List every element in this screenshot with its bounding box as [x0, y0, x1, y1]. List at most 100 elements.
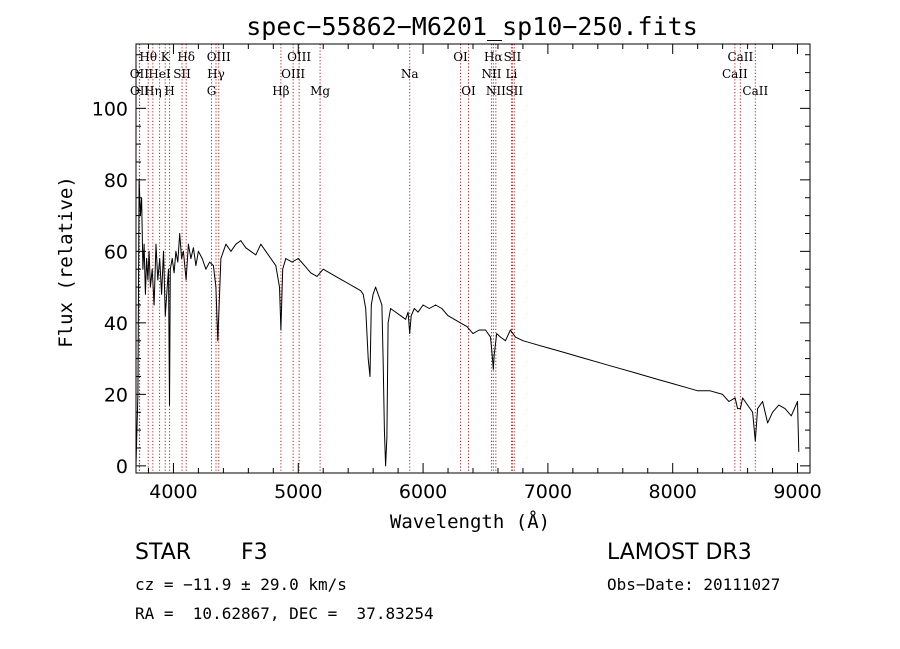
data-point-0-138: [754, 440, 756, 442]
data-point-0-39: [209, 261, 211, 263]
data-point-0-67: [341, 279, 343, 281]
object-class: STAR: [135, 540, 192, 565]
line-label-9: OIII: [207, 50, 231, 64]
x-tick-label-5: 9000: [773, 481, 821, 503]
line-label-24: SII: [505, 84, 523, 98]
data-point-0-111: [505, 340, 506, 342]
plot-frame: [135, 43, 811, 474]
data-point-0-136: [747, 404, 748, 406]
data-point-0-35: [195, 265, 197, 266]
data-point-0-118: [572, 354, 574, 356]
data-point-0-19: [164, 315, 166, 317]
line-label-13: OIII: [287, 50, 311, 64]
data-point-0-108: [493, 354, 495, 356]
data-point-0-65: [329, 272, 330, 274]
data-point-0-15: [157, 279, 159, 281]
data-point-0-78: [379, 297, 380, 299]
y-tick-label-3: 60: [104, 241, 128, 263]
data-point-0-40: [213, 265, 214, 266]
data-point-0-143: [778, 404, 780, 406]
data-point-0-126: [672, 383, 674, 384]
data-point-0-109: [496, 333, 498, 334]
data-point-0-52: [265, 250, 267, 252]
data-point-0-102: [472, 333, 474, 334]
data-point-0-97: [441, 308, 443, 309]
data-point-0-116: [547, 347, 549, 349]
data-point-0-90: [409, 333, 411, 334]
data-point-0-13: [153, 304, 155, 306]
data-point-0-43: [220, 258, 222, 259]
coordinates-text: RA = 10.62867, DEC = 37.83254: [135, 604, 434, 623]
line-label-27: CaII: [742, 84, 768, 98]
data-point-0-53: [270, 258, 272, 259]
data-point-0-119: [584, 358, 586, 359]
line-label-26: CaII: [722, 67, 748, 81]
data-point-0-110: [500, 336, 501, 338]
data-point-0-58: [285, 258, 287, 259]
data-point-0-73: [367, 358, 369, 359]
data-point-0-47: [240, 240, 242, 242]
data-point-0-145: [790, 415, 792, 417]
line-label-16: Na: [401, 67, 419, 81]
line-label-10: Hγ: [207, 67, 225, 81]
data-point-0-86: [395, 311, 396, 313]
data-point-0-146: [797, 401, 798, 402]
data-point-0-41: [215, 286, 217, 288]
data-point-0-71: [362, 293, 364, 295]
line-label-20: NII: [481, 67, 501, 81]
data-point-0-55: [279, 286, 280, 288]
data-point-0-105: [490, 336, 491, 338]
data-point-0-61: [304, 265, 305, 266]
data-point-0-128: [697, 390, 699, 392]
data-point-0-68: [347, 283, 349, 284]
data-point-0-51: [260, 243, 262, 245]
data-point-0-85: [390, 308, 391, 309]
data-point-0-89: [407, 311, 409, 313]
data-point-0-56: [280, 329, 282, 331]
data-point-0-87: [400, 315, 401, 317]
data-point-0-75: [370, 304, 372, 306]
data-point-0-36: [198, 250, 199, 252]
data-point-0-76: [372, 293, 374, 295]
y-tick-label-4: 80: [104, 170, 128, 192]
line-label-0: Hθ: [139, 50, 157, 64]
x-tick-label-4: 8000: [649, 481, 697, 503]
data-point-0-142: [772, 411, 773, 413]
data-point-0-117: [560, 351, 561, 352]
data-point-0-30: [183, 250, 184, 252]
data-point-0-69: [354, 286, 355, 288]
data-point-0-120: [597, 361, 599, 363]
y-tick-label-1: 20: [104, 384, 128, 406]
data-point-0-64: [322, 268, 324, 270]
data-point-0-133: [737, 408, 738, 409]
data-point-0-83: [386, 436, 388, 438]
line-label-18: OI: [461, 84, 476, 98]
data-point-0-100: [460, 322, 461, 324]
data-point-0-125: [659, 379, 661, 381]
data-point-0-92: [413, 308, 415, 309]
data-point-0-17: [161, 293, 163, 295]
line-label-23: Li: [506, 67, 518, 81]
data-point-0-46: [235, 243, 237, 245]
data-point-0-32: [188, 243, 189, 245]
data-point-0-134: [740, 408, 741, 409]
data-point-0-104: [485, 329, 486, 331]
x-tick-label-0: 4000: [149, 481, 197, 503]
object-subclass: F3: [241, 540, 268, 565]
data-point-0-54: [275, 265, 277, 266]
x-axis: 4000 5000 6000 7000 8000 9000: [147, 44, 822, 503]
data-point-0-140: [762, 401, 763, 402]
data-point-0-122: [622, 368, 624, 370]
data-point-0-60: [297, 258, 299, 259]
data-point-0-45: [230, 250, 232, 252]
data-point-0-27: [177, 261, 179, 263]
data-point-0-144: [784, 408, 786, 409]
data-point-0-139: [757, 408, 758, 409]
data-point-0-141: [767, 422, 768, 424]
data-point-0-113: [515, 336, 516, 338]
data-point-0-127: [684, 386, 686, 388]
data-point-0-99: [453, 318, 455, 320]
data-point-0-112: [510, 329, 511, 331]
data-point-0-131: [728, 401, 730, 402]
y-tick-label-2: 40: [104, 313, 128, 335]
